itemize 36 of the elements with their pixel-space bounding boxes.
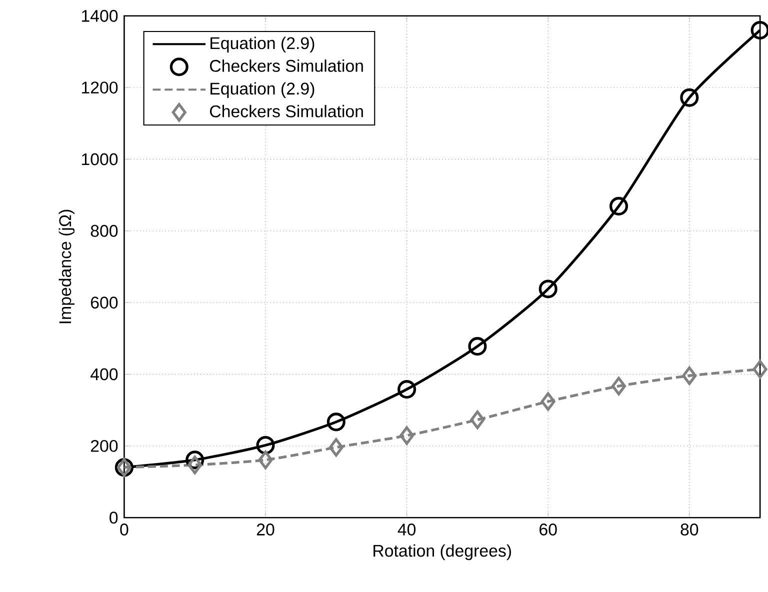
point (540, 392, 556, 411)
legend-label: Equation (2.9) (210, 82, 314, 98)
y-tick-label: 400 (90, 368, 118, 380)
point (682, 366, 697, 385)
point (680, 88, 699, 107)
y-tick-label: 1200 (82, 82, 118, 94)
x-axis-title: Rotation (degrees) (374, 544, 511, 560)
point (609, 196, 628, 216)
point (400, 426, 414, 445)
point (538, 280, 558, 298)
point (611, 376, 626, 396)
legend-label: Equation (2.9) (210, 36, 314, 52)
x-tick-label: 20 (256, 523, 274, 536)
x-tick-label: 0 (120, 523, 128, 536)
point (750, 20, 768, 40)
y-tick-label: 600 (90, 296, 118, 309)
point (468, 336, 487, 356)
y-tick-label: 0 (110, 512, 118, 524)
x-tick-label: 60 (540, 523, 557, 536)
y-tick-label: 200 (90, 440, 118, 452)
point (188, 456, 202, 474)
y-tick-label: 800 (90, 224, 118, 237)
y-tick-label: 1000 (82, 153, 118, 166)
legend-label: Checkers Simulation (210, 59, 363, 72)
y-axis-title: Impedance (jΩ) (58, 210, 75, 324)
point (256, 436, 275, 454)
point (326, 412, 346, 432)
point (752, 360, 768, 378)
x-tick-label: 40 (398, 523, 416, 536)
point (328, 438, 344, 457)
point (258, 450, 273, 470)
legend-label: Checkers Simulation (210, 104, 363, 118)
point (398, 380, 416, 399)
y-tick-label: 1400 (82, 10, 118, 22)
x-tick-label: 80 (680, 523, 698, 536)
point (470, 410, 485, 429)
